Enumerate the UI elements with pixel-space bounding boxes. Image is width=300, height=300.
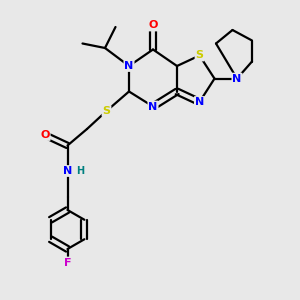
Text: H: H: [76, 166, 84, 176]
Text: O: O: [40, 130, 50, 140]
Text: N: N: [195, 97, 204, 107]
Text: N: N: [148, 101, 158, 112]
Text: S: S: [103, 106, 110, 116]
Text: N: N: [124, 61, 134, 71]
Text: O: O: [148, 20, 158, 31]
Text: N: N: [63, 166, 72, 176]
Text: S: S: [196, 50, 203, 61]
Text: F: F: [64, 257, 71, 268]
Text: N: N: [232, 74, 242, 84]
